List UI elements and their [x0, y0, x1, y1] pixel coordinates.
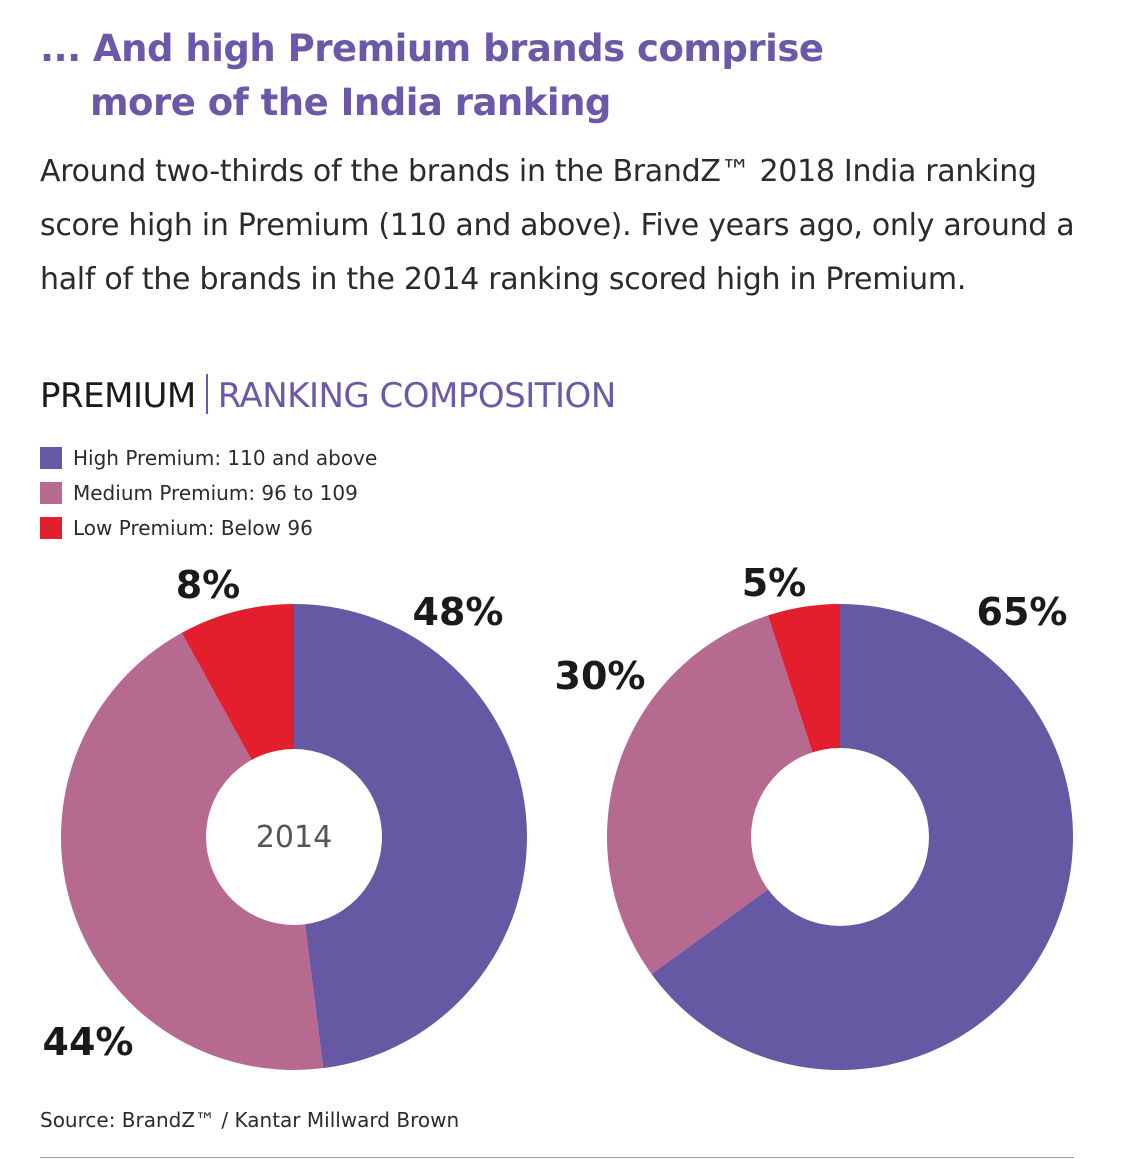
- legend-label-medium: Medium Premium: 96 to 109: [73, 480, 358, 505]
- chart-legend: High Premium: 110 and above Medium Premi…: [40, 440, 377, 545]
- section-heading-divider: [205, 374, 208, 414]
- data-label-2014-high: 48%: [413, 590, 504, 634]
- legend-swatch-high: [40, 446, 62, 469]
- legend-swatch-low: [40, 516, 62, 539]
- legend-item-high: High Premium: 110 and above: [40, 440, 377, 475]
- data-label-2018-medium: 30%: [555, 654, 646, 698]
- slice-2018-medium: [607, 615, 840, 974]
- legend-item-medium: Medium Premium: 96 to 109: [40, 475, 377, 510]
- center-label-2014: 2014: [256, 820, 332, 855]
- legend-label-high: High Premium: 110 and above: [73, 445, 378, 470]
- title-line-2: more of the India ranking: [90, 81, 611, 124]
- legend-item-low: Low Premium: Below 96: [40, 510, 377, 545]
- section-heading-premium: PREMIUM: [40, 376, 196, 416]
- data-label-2018-high: 65%: [977, 590, 1068, 634]
- bottom-rule: [40, 1157, 1074, 1158]
- source-note: Source: BrandZ™ / Kantar Millward Brown: [40, 1108, 460, 1132]
- description-paragraph: Around two-thirds of the brands in the B…: [40, 154, 1075, 297]
- section-heading: PREMIUM RANKING COMPOSITION: [40, 374, 616, 416]
- data-label-2014-low: 8%: [176, 563, 241, 607]
- section-heading-ranking: RANKING COMPOSITION: [217, 376, 617, 416]
- donut-chart-2014: 2014 48% 44% 8%: [43, 563, 527, 1070]
- data-label-2014-medium: 44%: [43, 1020, 134, 1064]
- donut-hole-2018: [751, 748, 929, 926]
- legend-swatch-medium: [40, 481, 62, 504]
- title-line-1: ... And high Premium brands comprise: [40, 27, 824, 70]
- data-label-2018-low: 5%: [742, 561, 807, 605]
- page-title: ... And high Premium brands comprise mor…: [40, 22, 824, 130]
- slice-2014-medium: [61, 632, 324, 1070]
- slice-2014-high: [294, 604, 527, 1069]
- donut-chart-2018: 65% 30% 5%: [555, 561, 1074, 1070]
- donut-hole-2014: [206, 749, 382, 925]
- legend-label-low: Low Premium: Below 96: [73, 515, 313, 540]
